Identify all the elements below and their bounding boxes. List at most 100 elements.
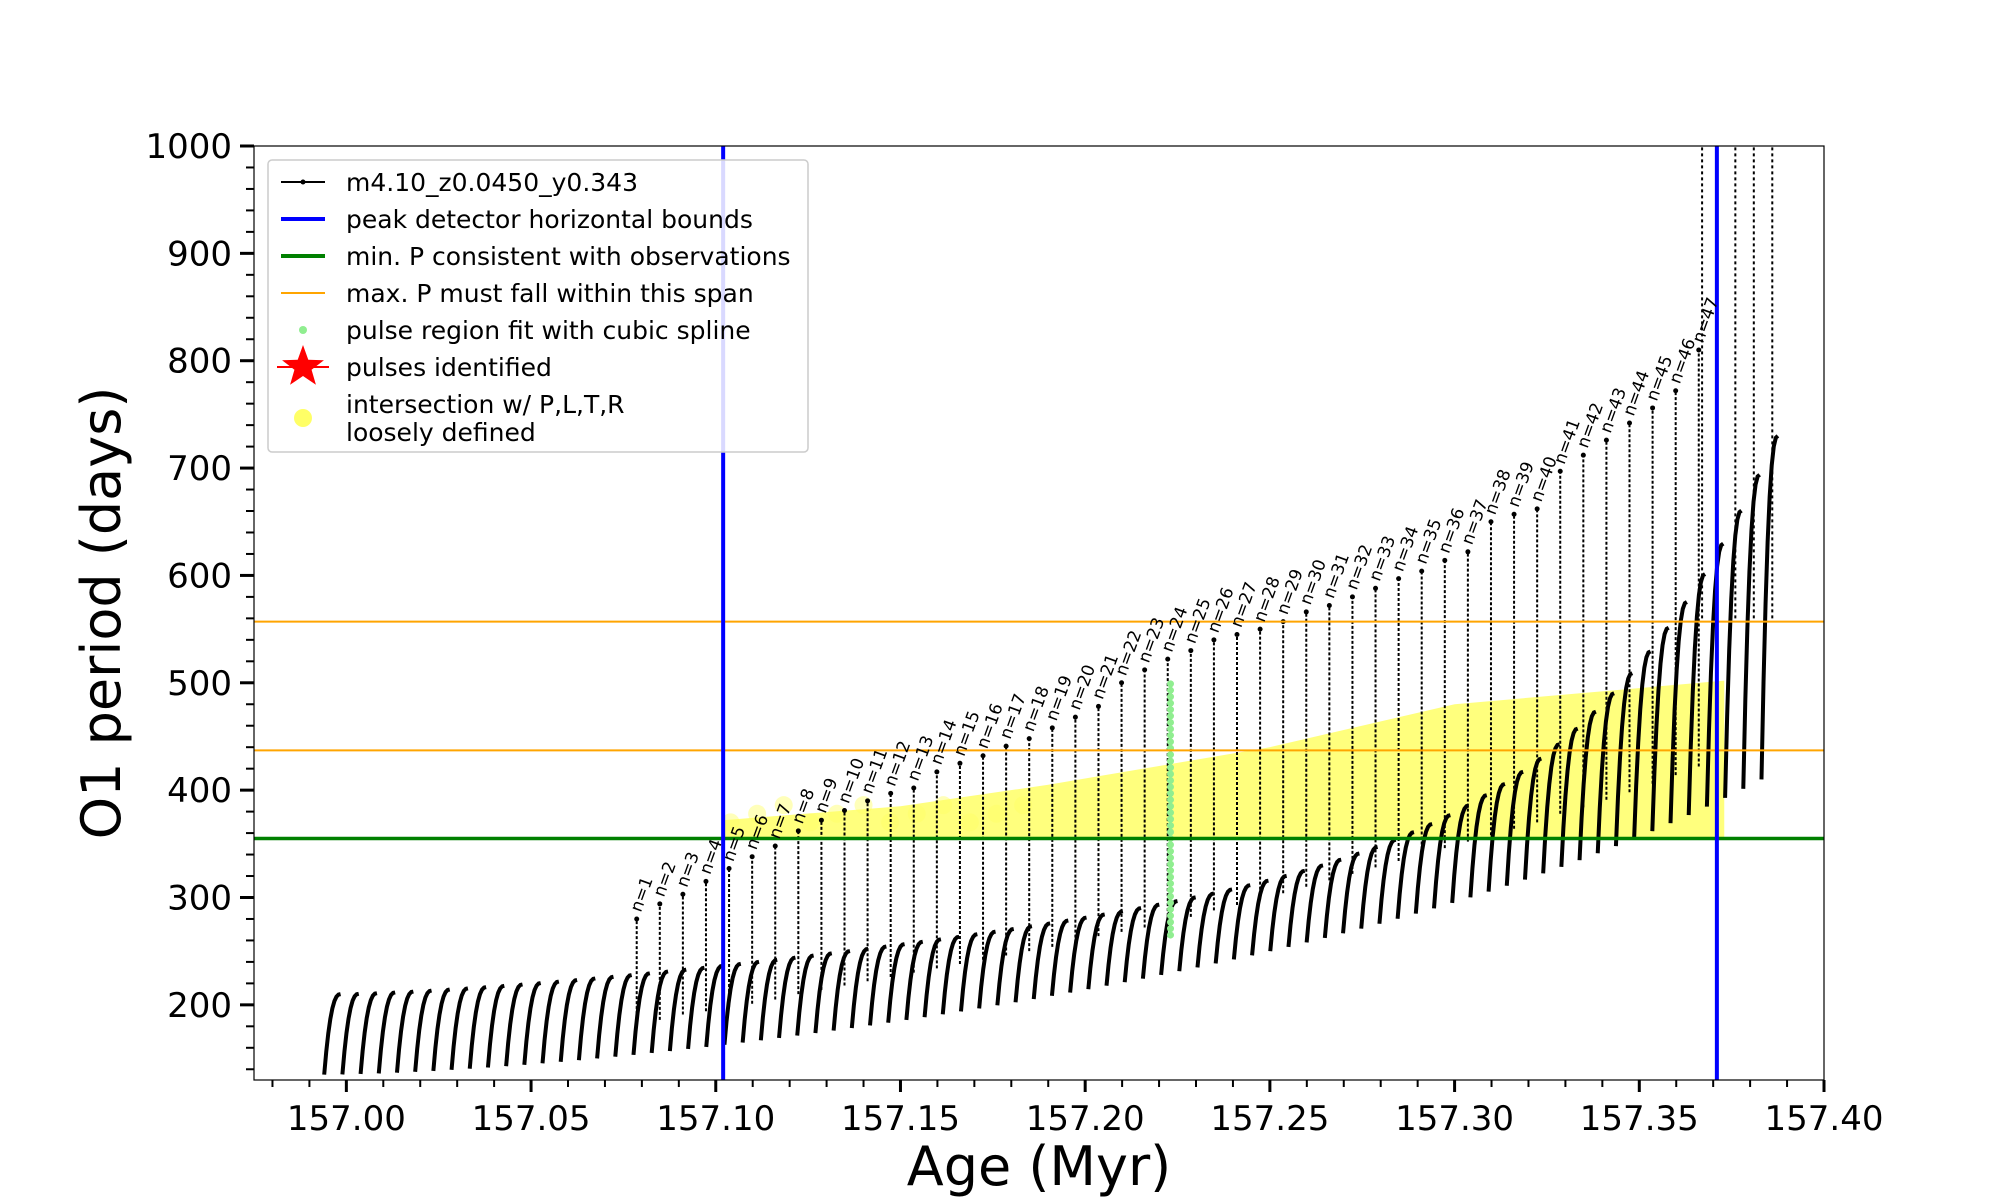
pulse-peak-point (1303, 609, 1309, 615)
spline-point (1167, 918, 1175, 926)
pulse-peak-point (1188, 648, 1194, 654)
pulse-peak-point (1026, 736, 1032, 742)
pulse-peak-point (1488, 519, 1494, 525)
spline-point (1167, 789, 1175, 797)
y-tick-label: 400 (167, 771, 232, 811)
legend-swatch (294, 409, 312, 427)
pulse-peak-point (749, 854, 755, 860)
y-tick-label: 1000 (145, 127, 232, 167)
pulse-peak-point (1534, 506, 1540, 512)
legend-label: loosely defined (346, 418, 536, 447)
spline-point (1167, 847, 1175, 855)
spline-point (1167, 770, 1175, 778)
legend-swatch-dot (300, 179, 306, 185)
intersection-marker (987, 804, 1006, 823)
x-tick-label: 157.20 (1026, 1099, 1145, 1139)
intersection-marker (801, 813, 820, 832)
pulse-peak-point (1003, 743, 1009, 749)
pulse-peak-point (980, 753, 986, 759)
pulse-peak-point (1673, 388, 1679, 394)
spline-point (1167, 738, 1175, 746)
pulse-peak-point (680, 891, 686, 897)
spline-point (1167, 905, 1175, 913)
spline-point (1167, 931, 1175, 939)
plot-frame (253, 145, 1825, 1081)
spline-point (1167, 731, 1175, 739)
spline-point (1167, 912, 1175, 920)
legend-swatch (299, 326, 307, 334)
spline-point (1167, 873, 1175, 881)
pulse-peak-point (772, 843, 778, 849)
pulse-peak-point (1095, 703, 1101, 709)
pulse-peak-point (726, 866, 732, 872)
pulse-peak-point (1211, 637, 1217, 643)
pulse-peak-point (1603, 437, 1609, 443)
spline-point (1167, 712, 1175, 720)
intersection-marker (721, 813, 740, 832)
y-tick-label: 300 (167, 878, 232, 918)
intersection-marker (960, 813, 979, 832)
spline-point (1167, 725, 1175, 733)
y-tick-label: 700 (167, 449, 232, 489)
y-tick-label: 200 (167, 986, 232, 1026)
spline-point (1167, 815, 1175, 823)
spline-point (1167, 751, 1175, 759)
x-tick-label: 157.25 (1210, 1099, 1329, 1139)
pulse-peak-point (842, 808, 848, 814)
x-tick-label: 157.35 (1580, 1099, 1699, 1139)
spline-point (1167, 776, 1175, 784)
spline-point (1167, 686, 1175, 694)
spline-point (1167, 802, 1175, 810)
legend-label: intersection w/ P,L,T,R (346, 390, 625, 419)
pulse-peak-point (1072, 714, 1078, 720)
x-tick-label: 157.10 (656, 1099, 775, 1139)
spline-point (1167, 822, 1175, 830)
pulse-peak-point (1396, 576, 1402, 582)
intersection-marker (881, 813, 900, 832)
pulse-peak-point (634, 916, 640, 922)
pulse-peak-point (1557, 468, 1563, 474)
spline-point (1167, 693, 1175, 701)
pulse-peak-point (1442, 557, 1448, 563)
pulse-peak-point (934, 769, 940, 775)
intersection-marker (1014, 796, 1033, 815)
spline-point (1167, 886, 1175, 894)
legend-label: min. P consistent with observations (346, 242, 791, 271)
y-tick-label: 800 (167, 342, 232, 382)
spline-point (1167, 809, 1175, 817)
pulse-peak-point (1349, 594, 1355, 600)
spline-point (1167, 867, 1175, 875)
spline-point (1167, 899, 1175, 907)
pulse-peak-point (1049, 725, 1055, 731)
legend-label: m4.10_z0.0450_y0.343 (346, 168, 638, 197)
pulse-peak-point (911, 785, 917, 791)
pulse-peak-point (1511, 511, 1517, 517)
pulse-peak-point (1627, 420, 1633, 426)
spline-point (1167, 783, 1175, 791)
spline-point (1167, 892, 1175, 900)
intersection-band (723, 680, 1725, 839)
x-tick-label: 157.05 (472, 1099, 591, 1139)
pulse-peak-point (795, 828, 801, 834)
spline-point (1167, 680, 1175, 688)
intersection-marker (854, 796, 873, 815)
x-tick-label: 157.15 (841, 1099, 960, 1139)
y-tick-label: 900 (167, 234, 232, 274)
y-tick-label: 600 (167, 556, 232, 596)
spline-point (1167, 880, 1175, 888)
legend-box (267, 159, 809, 453)
pulse-peak-point (1257, 626, 1263, 632)
spline-point (1167, 757, 1175, 765)
pulse-peak-point (1465, 549, 1471, 555)
pulse-peak-point (957, 760, 963, 766)
axes: n=1n=2n=3n=4n=5n=6n=7n=8n=9n=10n=11n=12n… (145, 127, 1883, 1139)
pulse-peak-point (657, 901, 663, 907)
pulse-peak-point (1650, 405, 1656, 411)
x-tick-label: 157.30 (1395, 1099, 1514, 1139)
spline-point (1167, 860, 1175, 868)
intersection-marker (748, 804, 767, 823)
pulse-peak-point (865, 798, 871, 804)
